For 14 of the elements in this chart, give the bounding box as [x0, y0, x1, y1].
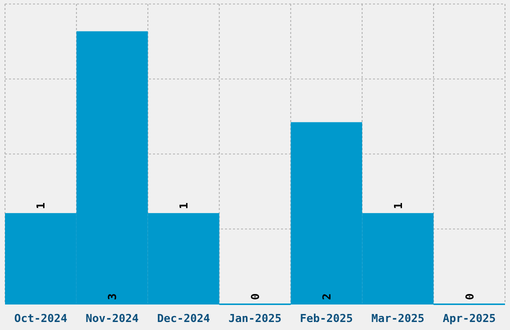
x-tick-label: Apr-2025 [442, 312, 496, 325]
x-tick-label: Jan-2025 [228, 312, 282, 325]
data-label: 0 [249, 293, 262, 300]
x-tick-label: Dec-2024 [157, 312, 210, 325]
x-tick-label: Oct-2024 [14, 312, 68, 325]
x-tick-label: Feb-2025 [300, 312, 353, 325]
data-label: 1 [34, 202, 48, 210]
data-label: 1 [178, 202, 191, 210]
x-tick-label: Mar-2025 [371, 312, 424, 325]
data-label: 1 [392, 202, 405, 210]
data-label: 2 [320, 293, 334, 300]
data-label: 0 [463, 293, 476, 300]
data-label: 3 [106, 293, 120, 300]
x-tick-label: Nov-2024 [86, 312, 140, 325]
